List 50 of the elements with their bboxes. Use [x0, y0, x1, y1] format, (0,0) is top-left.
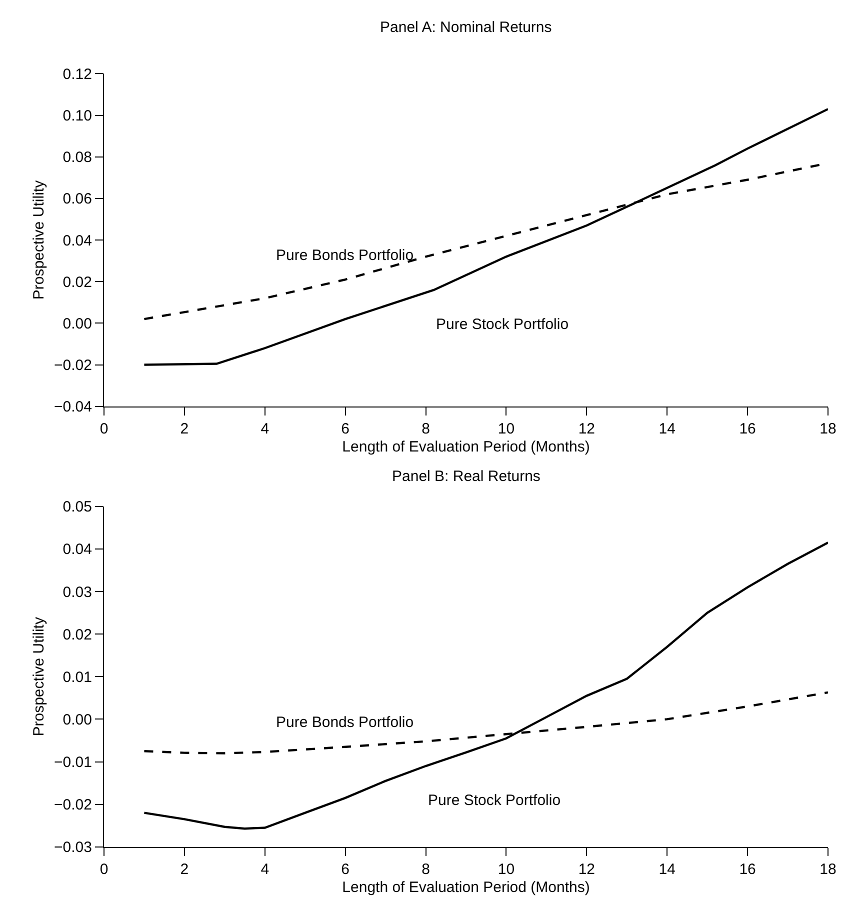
y-axis-title: Prospective Utility: [30, 180, 48, 300]
series-label: Pure Bonds Portfolio: [276, 247, 414, 264]
y-tick-label: 0.03: [62, 584, 92, 601]
y-tick-label: −0.02: [54, 357, 92, 374]
x-tick-label: 0: [100, 420, 108, 438]
y-tick-label: −0.01: [54, 754, 92, 772]
x-tick-label: 10: [498, 420, 515, 438]
y-tick-label: 0.06: [62, 190, 92, 208]
x-tick-label: 18: [820, 860, 836, 878]
x-axis-title: Length of Evaluation Period (Months): [342, 878, 590, 896]
series-label: Pure Bonds Portfolio: [276, 714, 414, 731]
y-tick-label: 0.02: [62, 626, 92, 644]
y-tick-label: 0.10: [62, 108, 92, 125]
x-tick-label: 8: [422, 420, 430, 438]
y-tick-label: 0.00: [62, 315, 92, 332]
x-tick-label: 4: [260, 420, 270, 438]
x-tick-label: 14: [658, 860, 676, 878]
x-tick-label: 14: [658, 420, 676, 438]
y-tick-label: 0.12: [62, 66, 92, 83]
x-tick-label: 0: [100, 860, 108, 878]
x-tick-label: 12: [578, 860, 596, 878]
series-label: Pure Stock Portfolio: [436, 316, 569, 333]
x-tick-label: 2: [180, 860, 189, 878]
y-tick-label: 0.04: [62, 232, 92, 250]
y-tick-label: 0.02: [62, 274, 92, 291]
line-series: [143, 108, 828, 366]
x-axis-title: Length of Evaluation Period (Months): [342, 438, 590, 456]
x-tick-label: 6: [341, 860, 350, 878]
x-tick-label: 4: [260, 860, 270, 878]
y-axis-title: Prospective Utility: [30, 616, 48, 736]
x-tick-label: 10: [498, 860, 515, 878]
x-tick-label: 8: [422, 860, 430, 878]
y-tick-label: −0.04: [54, 398, 92, 416]
chart-title: Panel B: Real Returns: [392, 468, 540, 485]
series-label: Pure Stock Portfolio: [428, 792, 561, 809]
y-tick-label: 0.01: [62, 668, 92, 686]
x-tick-label: 16: [739, 420, 756, 438]
x-tick-label: 16: [739, 860, 756, 878]
line-series: [143, 541, 828, 830]
x-tick-label: 12: [578, 420, 596, 438]
x-tick-label: 6: [341, 420, 350, 438]
x-tick-label: 2: [180, 420, 189, 438]
x-tick-label: 18: [820, 420, 836, 438]
y-tick-label: 0.04: [62, 541, 92, 558]
y-tick-label: −0.03: [54, 839, 92, 856]
y-tick-label: −0.02: [54, 796, 92, 814]
y-tick-label: 0.00: [62, 711, 92, 728]
y-tick-label: 0.05: [62, 498, 92, 516]
chart-title: Panel A: Nominal Returns: [380, 19, 552, 36]
y-tick-label: 0.08: [62, 149, 92, 166]
